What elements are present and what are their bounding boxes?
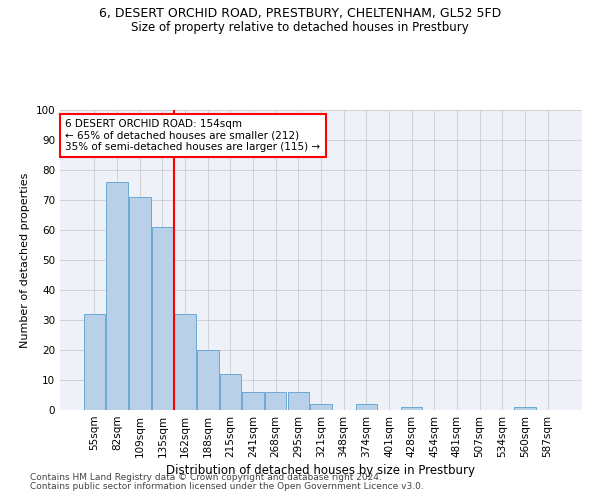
Bar: [220, 374, 241, 410]
Y-axis label: Number of detached properties: Number of detached properties: [20, 172, 30, 348]
Bar: [84, 314, 105, 410]
Text: Size of property relative to detached houses in Prestbury: Size of property relative to detached ho…: [131, 21, 469, 34]
Bar: [356, 404, 377, 410]
Bar: [106, 182, 128, 410]
Bar: [129, 197, 151, 410]
Text: Contains public sector information licensed under the Open Government Licence v3: Contains public sector information licen…: [30, 482, 424, 491]
Bar: [514, 407, 536, 410]
X-axis label: Distribution of detached houses by size in Prestbury: Distribution of detached houses by size …: [167, 464, 476, 477]
Bar: [242, 392, 264, 410]
Bar: [175, 314, 196, 410]
Bar: [401, 407, 422, 410]
Text: Contains HM Land Registry data © Crown copyright and database right 2024.: Contains HM Land Registry data © Crown c…: [30, 474, 382, 482]
Bar: [265, 392, 286, 410]
Bar: [152, 227, 173, 410]
Bar: [197, 350, 218, 410]
Text: 6, DESERT ORCHID ROAD, PRESTBURY, CHELTENHAM, GL52 5FD: 6, DESERT ORCHID ROAD, PRESTBURY, CHELTE…: [99, 8, 501, 20]
Text: 6 DESERT ORCHID ROAD: 154sqm
← 65% of detached houses are smaller (212)
35% of s: 6 DESERT ORCHID ROAD: 154sqm ← 65% of de…: [65, 119, 320, 152]
Bar: [310, 404, 332, 410]
Bar: [287, 392, 309, 410]
